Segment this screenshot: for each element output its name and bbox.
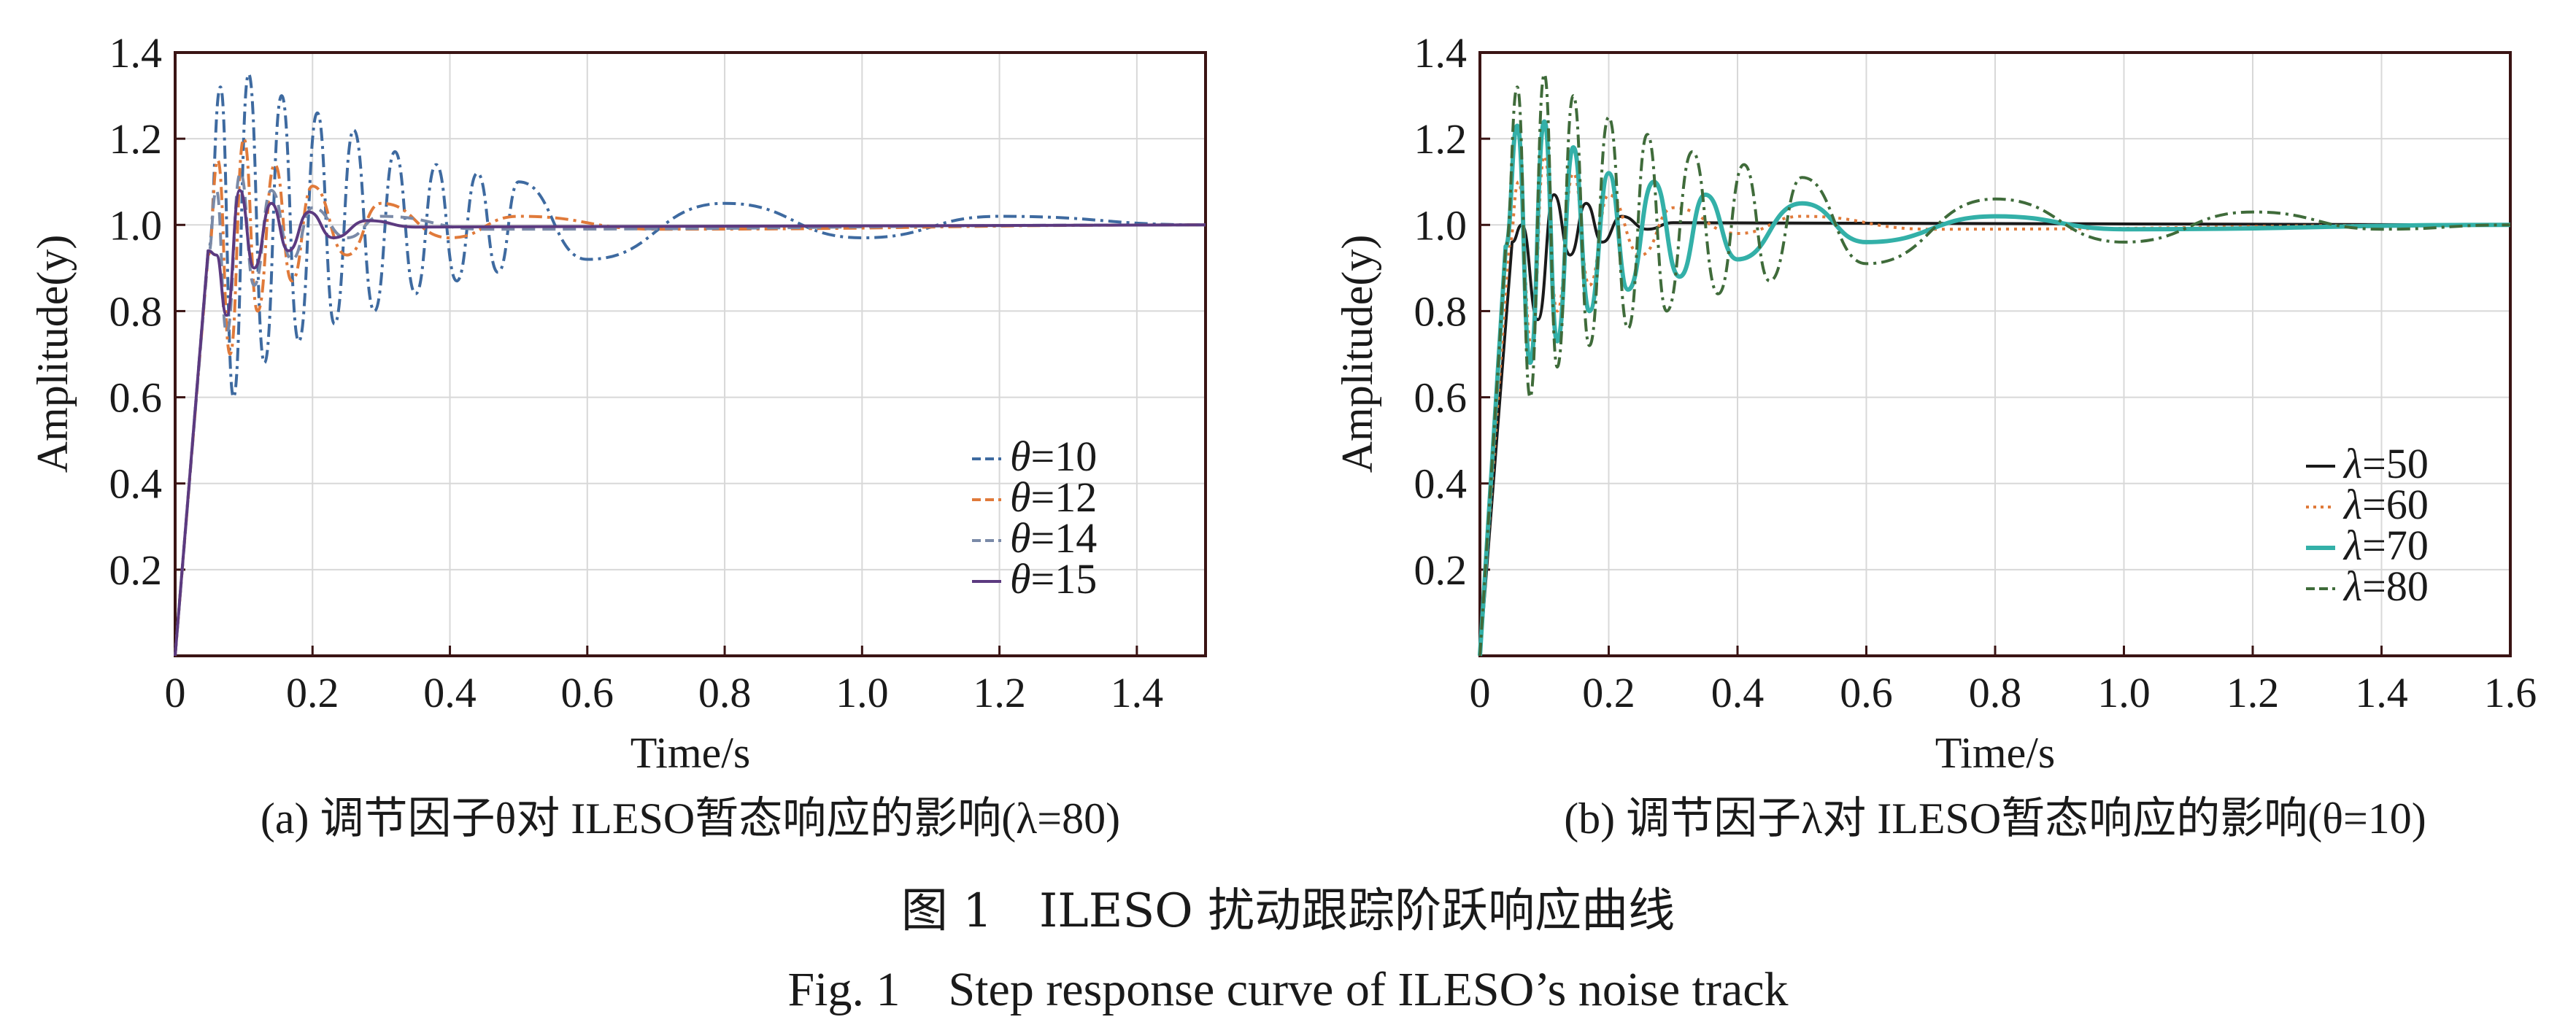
chart-a-xtick-label: 0 [165, 669, 186, 716]
chart-b-xtick-label: 0 [1470, 669, 1491, 716]
chart-a-legend: θ=10θ=12θ=14θ=15 [972, 433, 1097, 603]
chart-b-legend-label-3: λ=80 [2342, 562, 2429, 610]
chart-b-legend: λ=50λ=60λ=70λ=80 [2306, 440, 2429, 610]
chart-a-ytick-label: 0.8 [109, 287, 163, 335]
chart-a-xtick-label: 0.2 [286, 669, 339, 716]
chart-b-xtick-label: 0.6 [1840, 669, 1893, 716]
chart-b-xtick-label: 0.4 [1711, 669, 1765, 716]
chart-a-series [174, 72, 1206, 657]
chart-b-ytick-label: 0.2 [1414, 546, 1468, 594]
chart-a-title: (a) 调节因子θ对 ILESO暂态响应的影响(λ=80) [261, 794, 1120, 843]
chart-b-legend-label-0: λ=50 [2342, 440, 2429, 487]
chart-a-series-0 [174, 72, 1206, 657]
chart-b-series [1478, 72, 2511, 657]
chart-a-xtick-label: 1.4 [1111, 669, 1164, 716]
chart-a-legend-label-2: θ=14 [1010, 514, 1097, 562]
chart-b-legend-label-2: λ=70 [2342, 522, 2429, 569]
chart-b-xtick-label: 0.8 [1969, 669, 2022, 716]
chart-a: 0 0.2 0.4 0.6 0.8 1.0 1.2 1.4 0.2 0.4 0.6 0.8 1.0 1.2… [28, 29, 1207, 843]
chart-a-ylabel: Amplitude(y) [28, 235, 77, 473]
chart-a-ytick-label: 1.4 [109, 29, 163, 77]
chart-a-xtick-label: 0.4 [423, 669, 477, 716]
chart-b-xtick-label: 1.0 [2097, 669, 2151, 716]
chart-b-legend-label-1: λ=60 [2342, 481, 2429, 528]
chart-a-ytick-label: 0.4 [109, 460, 163, 508]
chart-b-ytick-label: 1.4 [1414, 29, 1468, 77]
chart-a-ticks: 0 0.2 0.4 0.6 0.8 1.0 1.2 1.4 0.2 0.4 0.6 0.8 1.0 1.2… [109, 29, 1164, 716]
chart-b-xlabel: Time/s [1935, 729, 2056, 777]
chart-a-grid [175, 53, 1206, 656]
chart-a-legend-label-0: θ=10 [1010, 433, 1097, 480]
chart-a-xlabel: Time/s [630, 729, 751, 777]
chart-a-ytick-label: 1.0 [109, 201, 163, 249]
chart-b-xtick-label: 1.6 [2484, 669, 2537, 716]
chart-a-xtick-label: 1.2 [973, 669, 1026, 716]
chart-b-ticks: 0 0.2 0.4 0.6 0.8 1.0 1.2 1.4 1.6 0.2 0.4 0.6 0.8 1.0… [1414, 29, 2537, 716]
chart-a-series-1 [174, 137, 1206, 657]
chart-b-ytick-label: 1.2 [1414, 115, 1468, 163]
chart-b-ylabel: Amplitude(y) [1333, 235, 1381, 473]
chart-a-ytick-label: 1.2 [109, 115, 163, 163]
chart-b-xtick-label: 0.2 [1582, 669, 1635, 716]
chart-a-ytick-label: 0.6 [109, 374, 163, 422]
chart-b-ytick-label: 0.4 [1414, 460, 1468, 508]
chart-a-xtick-label: 0.8 [698, 669, 752, 716]
chart-b-ytick-label: 0.6 [1414, 374, 1468, 422]
chart-a-legend-label-1: θ=12 [1010, 473, 1097, 521]
figure-caption-cn: 图 1 ILESO 扰动跟踪阶跃响应曲线 [901, 884, 1675, 938]
chart-a-xtick-label: 0.6 [561, 669, 614, 716]
chart-b-xtick-label: 1.4 [2355, 669, 2408, 716]
chart-a-ytick-label: 0.2 [109, 546, 163, 594]
chart-a-series-3 [174, 189, 1206, 657]
chart-b-xtick-label: 1.2 [2226, 669, 2280, 716]
figure-caption-en: Fig. 1 Step response curve of ILESO’s no… [787, 963, 1788, 1016]
chart-b: 0 0.2 0.4 0.6 0.8 1.0 1.2 1.4 1.6 0.2 0.4 0.6 0.8 1.0… [1333, 29, 2537, 843]
chart-b-title: (b) 调节因子λ对 ILESO暂态响应的影响(θ=10) [1564, 794, 2426, 843]
chart-a-legend-label-3: θ=15 [1010, 555, 1097, 603]
chart-b-ytick-label: 1.0 [1414, 201, 1468, 249]
chart-b-series-3 [1478, 72, 2511, 657]
chart-b-ytick-label: 0.8 [1414, 287, 1468, 335]
chart-a-series-2 [174, 171, 1206, 657]
chart-a-plot-frame [174, 51, 1207, 657]
chart-a-xtick-label: 1.0 [836, 669, 889, 716]
